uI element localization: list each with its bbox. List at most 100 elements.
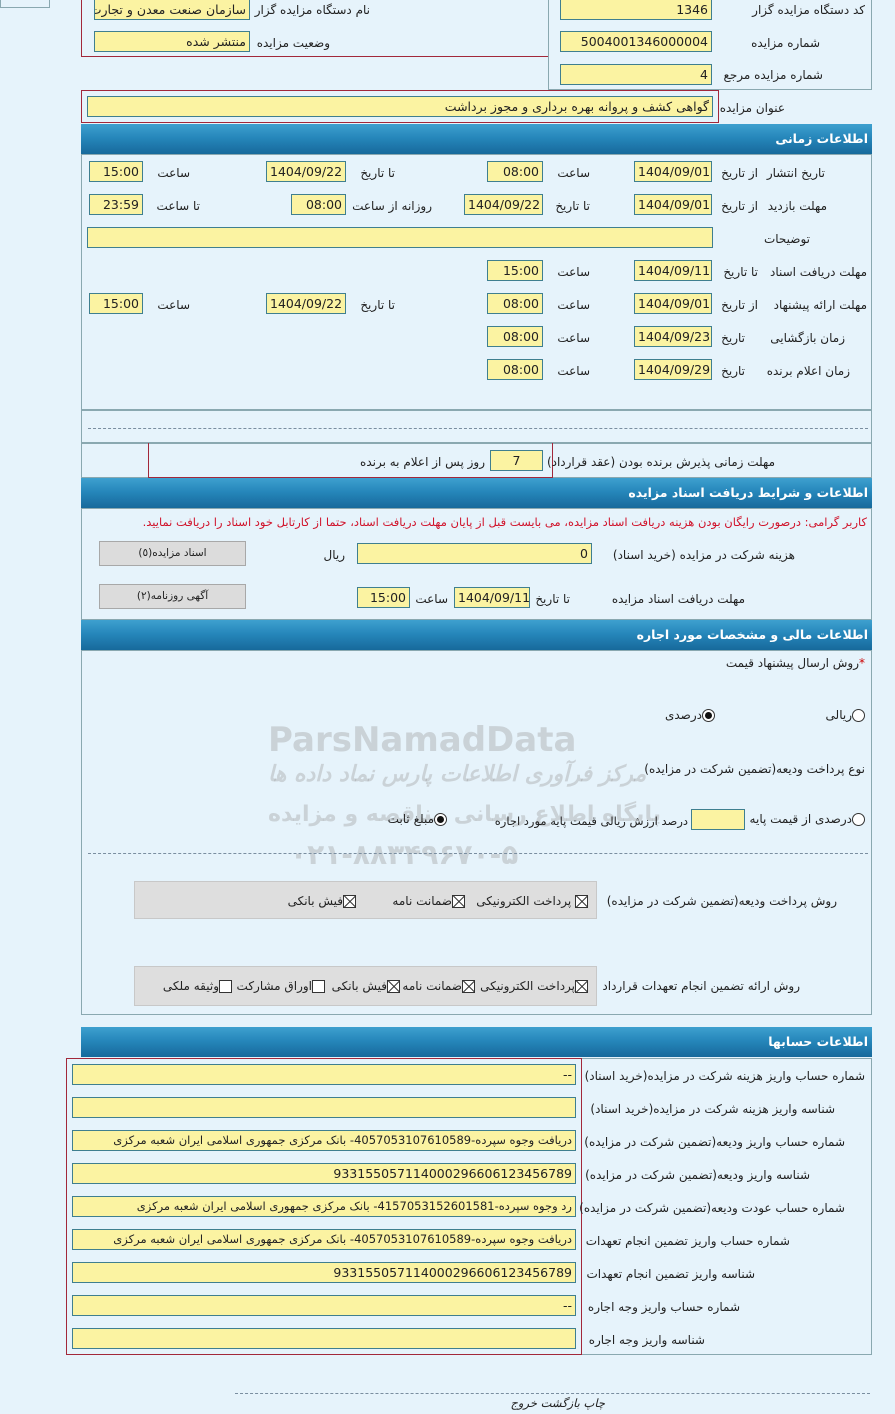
offer-to-date[interactable]: 1404/09/22 — [266, 293, 346, 314]
ref-no-field[interactable]: 4 — [560, 64, 712, 85]
acceptance-frame — [148, 443, 553, 478]
account-value[interactable]: 933155057114000296606123456789 — [72, 1262, 576, 1283]
account-value[interactable]: -- — [72, 1064, 576, 1085]
account-label: شناسه واریز وجه اجاره — [588, 1333, 705, 1347]
opening-date[interactable]: 1404/09/23 — [634, 326, 712, 347]
top-left-box — [0, 0, 50, 8]
accounts-values-frame — [66, 1058, 582, 1355]
guarantee-method-property[interactable]: وثیقه ملکی — [163, 978, 232, 994]
account-value[interactable]: 933155057114000296606123456789 — [72, 1163, 576, 1184]
guarantee-method-electronic[interactable]: پرداخت الکترونیکی — [480, 978, 588, 994]
acceptance-days[interactable]: 7 — [490, 450, 543, 471]
financial-frame — [81, 650, 872, 1015]
guarantee-method-bonds[interactable]: اوراق مشارکت — [237, 978, 325, 994]
guarantee-method-receipt[interactable]: فیش بانکی — [332, 978, 400, 994]
account-value[interactable]: دریافت وجوه سپرده-4057053107610589- بانک… — [72, 1229, 576, 1250]
fee-label: هزینه شرکت در مزایده (خرید اسناد) — [612, 548, 795, 562]
notes-field[interactable] — [87, 227, 713, 248]
account-value[interactable]: -- — [72, 1295, 576, 1316]
visit-to-date[interactable]: 1404/09/22 — [464, 194, 543, 215]
doc-receive-date[interactable]: 1404/09/11 — [634, 260, 712, 281]
opening-hour-label: ساعت — [557, 331, 590, 345]
print-link[interactable]: چاپ — [583, 1396, 605, 1410]
financial-section-header: اطلاعات مالی و مشخصات مورد اجاره — [81, 620, 872, 650]
publish-from-date[interactable]: 1404/09/01 — [634, 161, 712, 182]
winner-time[interactable]: 08:00 — [487, 359, 543, 380]
doc-receive-to-label: تا تاریخ — [723, 265, 758, 279]
publish-from-time[interactable]: 08:00 — [487, 161, 543, 182]
fee-field[interactable]: 0 — [357, 543, 592, 564]
deposit-percent-option[interactable]: درصدی از قیمت پایه — [750, 811, 865, 827]
deposit-methods-box — [134, 881, 597, 919]
docs-notice: کاربر گرامی: درصورت رایگان بودن هزینه در… — [142, 515, 867, 529]
currency-label: ریال — [323, 548, 345, 562]
checkbox[interactable] — [343, 895, 356, 908]
newspaper-ad-button[interactable]: آگهی روزنامه(٢) — [99, 584, 246, 609]
status-field[interactable]: منتشر شده — [94, 31, 250, 52]
deposit-method-electronic[interactable]: پرداخت الکترونیکی — [476, 893, 588, 909]
auction-no-field[interactable]: 5004001346000004 — [560, 31, 712, 52]
guarantee-method-guarantee[interactable]: ضمانت نامه — [402, 978, 475, 994]
winner-date[interactable]: 1404/09/29 — [634, 359, 712, 380]
deposit-method-guarantee[interactable]: ضمانت نامه — [392, 893, 465, 909]
checkbox[interactable] — [387, 980, 400, 993]
footer-links: چاپ بازگشت خروج — [511, 1395, 606, 1411]
checkbox[interactable] — [452, 895, 465, 908]
checkbox[interactable] — [312, 980, 325, 993]
percent-option-label: درصدی — [664, 708, 702, 722]
account-value[interactable]: رد وجوه سپرده-4157053152601581- بانک مرک… — [72, 1196, 576, 1217]
visit-from-time[interactable]: 08:00 — [291, 194, 346, 215]
footer-divider — [235, 1393, 870, 1394]
docs-section-header: اطلاعات و شرایط دریافت اسناد مزایده — [81, 478, 872, 508]
checkbox[interactable] — [462, 980, 475, 993]
offer-from-time[interactable]: 08:00 — [487, 293, 543, 314]
account-value[interactable]: دریافت وجوه سپرده-4057053107610589- بانک… — [72, 1130, 576, 1151]
doc-receive-time[interactable]: 15:00 — [487, 260, 543, 281]
time-frame — [81, 154, 872, 410]
ref-no-label: شماره مزایده مرجع — [723, 68, 823, 82]
account-label: شناسه واریز ودیعه(تضمین شرکت در مزایده) — [585, 1168, 810, 1182]
publish-to-time[interactable]: 15:00 — [89, 161, 143, 182]
title-field[interactable]: گواهی کشف و پروانه بهره برداری و مجوز بر… — [87, 96, 713, 117]
opening-time[interactable]: 08:00 — [487, 326, 543, 347]
rial-option[interactable]: ریالی — [826, 707, 865, 723]
offer-to-label: تا تاریخ — [360, 298, 395, 312]
rial-radio[interactable] — [852, 709, 865, 722]
offer-from-date[interactable]: 1404/09/01 — [634, 293, 712, 314]
account-value[interactable] — [72, 1328, 576, 1349]
visit-label: مهلت بازدید — [767, 199, 827, 213]
deadline-time[interactable]: 15:00 — [357, 587, 410, 608]
account-value[interactable] — [72, 1097, 576, 1118]
exit-link[interactable]: خروج — [510, 1396, 537, 1410]
offer-to-time[interactable]: 15:00 — [89, 293, 143, 314]
acceptance-suffix: روز پس از اعلام به برنده — [360, 455, 485, 469]
visit-from-date[interactable]: 1404/09/01 — [634, 194, 712, 215]
percent-radio[interactable] — [702, 709, 715, 722]
org-name-label: نام دستگاه مزایده گزار — [254, 3, 370, 17]
checkbox[interactable] — [219, 980, 232, 993]
visit-to-hour-label: تا ساعت — [156, 199, 200, 213]
opening-date-label: تاریخ — [721, 331, 745, 345]
checkbox-label: ضمانت نامه — [392, 894, 452, 908]
deposit-fixed-option[interactable]: مبلغ ثابت — [388, 811, 447, 827]
publish-to-label: تا تاریخ — [360, 166, 395, 180]
auction-docs-button[interactable]: اسناد مزایده(٥) — [99, 541, 246, 566]
publish-to-hour-label: ساعت — [157, 166, 190, 180]
org-name-field[interactable]: سازمان صنعت معدن و تجارت — [94, 0, 250, 20]
deadline-date[interactable]: 1404/09/11 — [454, 587, 530, 608]
deposit-percent-radio[interactable] — [852, 813, 865, 826]
deadline-label: مهلت دریافت اسناد مزایده — [611, 592, 745, 606]
back-link[interactable]: بازگشت — [540, 1396, 580, 1410]
publish-to-date[interactable]: 1404/09/22 — [266, 161, 346, 182]
checkbox[interactable] — [575, 980, 588, 993]
percent-option[interactable]: درصدی — [665, 707, 715, 723]
org-code-field[interactable]: 1346 — [560, 0, 712, 20]
deposit-method-receipt[interactable]: فیش بانکی — [288, 893, 356, 909]
deposit-percent-field[interactable] — [691, 809, 745, 830]
guarantee-method-label: روش ارائه تضمین انجام تعهدات قرارداد — [602, 979, 800, 993]
account-label: شناسه واریز تضمین انجام تعهدات — [586, 1267, 756, 1281]
status-label: وضعیت مزایده — [256, 36, 330, 50]
visit-to-time[interactable]: 23:59 — [89, 194, 143, 215]
deposit-fixed-radio[interactable] — [434, 813, 447, 826]
checkbox[interactable] — [575, 895, 588, 908]
